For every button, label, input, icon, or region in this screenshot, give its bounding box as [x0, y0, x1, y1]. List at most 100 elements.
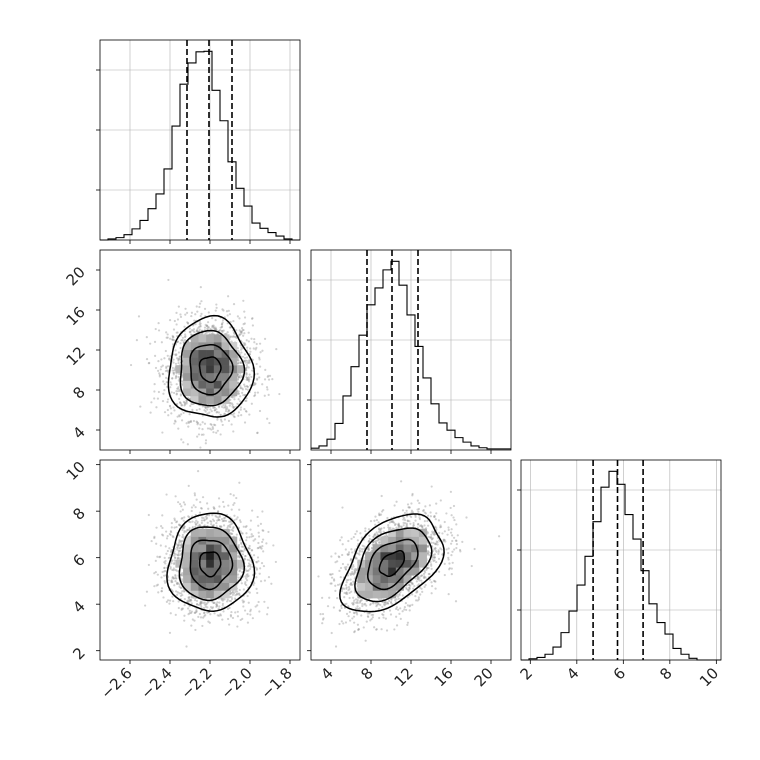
sample-point [195, 305, 198, 308]
sample-point [246, 346, 249, 349]
sample-point [388, 599, 391, 603]
sample-point [259, 365, 262, 368]
sample-point [447, 552, 450, 555]
sample-point [166, 408, 169, 412]
sample-point [244, 399, 247, 402]
sample-point [163, 556, 166, 559]
sample-point [216, 510, 220, 513]
sample-point [238, 570, 241, 573]
sample-point [211, 326, 214, 329]
sample-point [226, 407, 229, 410]
sample-point [198, 408, 201, 411]
sample-point [215, 522, 218, 525]
sample-point [445, 548, 448, 551]
sample-point [429, 560, 432, 563]
sample-point [160, 341, 163, 344]
sample-point [256, 547, 259, 550]
sample-point [239, 530, 242, 533]
sample-point [195, 498, 198, 501]
sample-point [197, 330, 200, 333]
sample-point [176, 543, 179, 546]
sample-point [256, 377, 259, 380]
density-cell [221, 567, 230, 576]
sample-point [378, 512, 381, 515]
sample-point [361, 544, 364, 547]
sample-point [189, 598, 192, 601]
sample-point [170, 549, 173, 552]
sample-point [352, 611, 356, 614]
density-cell [418, 559, 427, 568]
sample-point [220, 325, 224, 328]
sample-point [185, 422, 188, 425]
sample-point [246, 377, 249, 380]
sample-point [199, 604, 202, 607]
sample-point [414, 599, 418, 602]
sample-point [206, 427, 210, 430]
sample-point [229, 523, 232, 526]
sample-point [373, 519, 376, 522]
density-cell [365, 575, 374, 584]
sample-point [267, 378, 271, 381]
density-cell [198, 528, 207, 537]
sample-point [377, 527, 381, 530]
sample-point [447, 547, 450, 550]
sample-point [360, 614, 363, 617]
sample-point [418, 501, 421, 505]
density-cell [213, 559, 222, 568]
sample-point [344, 583, 348, 587]
sample-point [188, 330, 191, 333]
sample-point [341, 543, 344, 546]
sample-point [186, 528, 189, 532]
density-cell [206, 575, 215, 584]
sample-point [245, 363, 248, 367]
sample-point [236, 378, 239, 381]
sample-point [164, 545, 167, 548]
sample-point [148, 361, 151, 365]
sample-point [336, 560, 339, 563]
sample-point [367, 548, 370, 552]
sample-point [160, 358, 163, 361]
sample-point [350, 572, 353, 575]
density-cell [190, 380, 199, 389]
sample-point [237, 554, 240, 557]
sample-point [358, 553, 361, 556]
sample-point [401, 509, 405, 512]
sample-point [212, 423, 216, 426]
sample-point [411, 511, 415, 514]
sample-point [182, 519, 185, 522]
sample-point [389, 613, 393, 616]
sample-point [185, 645, 188, 648]
sample-point [167, 414, 170, 417]
sample-point [193, 319, 196, 322]
sample-point [278, 392, 281, 396]
sample-point [187, 421, 190, 425]
sample-point [163, 383, 166, 386]
sample-point [405, 515, 409, 518]
sample-point [433, 515, 436, 518]
sample-point [395, 615, 398, 618]
histogram-frame [520, 459, 722, 661]
sample-point [173, 584, 176, 587]
density-cell [198, 575, 207, 584]
sample-point [176, 387, 179, 390]
sample-point [209, 327, 212, 331]
sample-point [183, 530, 186, 533]
sample-point [215, 603, 218, 606]
sample-point [221, 604, 224, 607]
sample-point [353, 612, 356, 615]
sample-point [193, 330, 196, 334]
density-cell [190, 544, 199, 553]
sample-point [406, 623, 409, 626]
sample-point [179, 557, 182, 560]
sample-point [181, 384, 184, 387]
sample-point [156, 555, 159, 558]
sample-point [245, 577, 248, 580]
sample-point [411, 492, 414, 496]
sample-point [408, 587, 411, 590]
sample-point [241, 355, 245, 358]
sample-point [248, 361, 251, 364]
sample-point [156, 573, 159, 576]
sample-point [237, 376, 241, 379]
sample-point [255, 362, 258, 366]
